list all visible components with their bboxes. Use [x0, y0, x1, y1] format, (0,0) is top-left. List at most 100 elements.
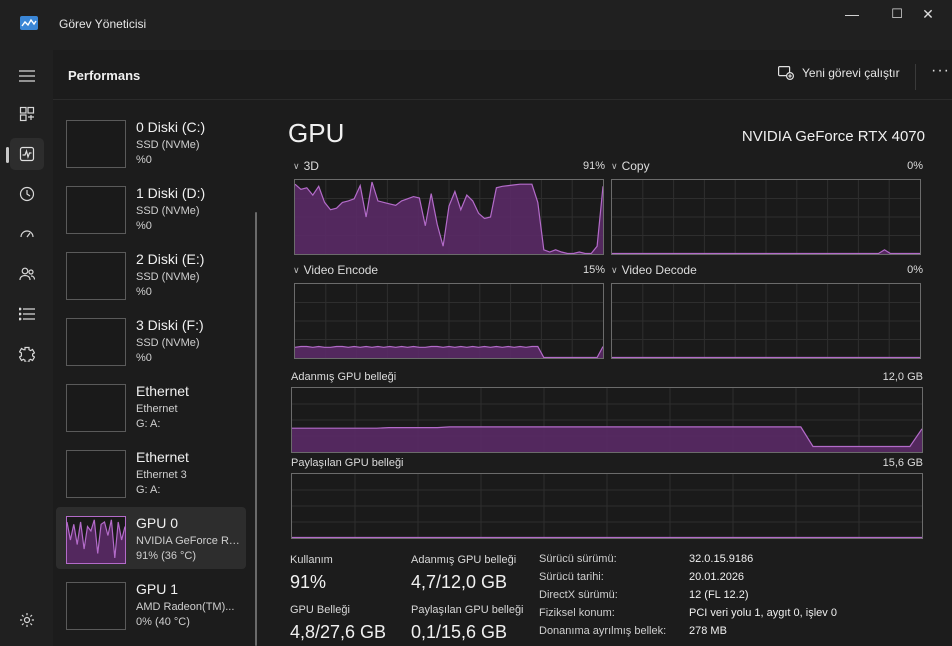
directx-version-label: DirectX sürümü:	[539, 589, 618, 601]
device-subtitle: SSD (NVMe)	[136, 337, 200, 349]
device-subtitle: SSD (NVMe)	[136, 205, 200, 217]
device-item[interactable]: Ethernet Ethernet G: A:	[56, 375, 246, 437]
device-thumbnail	[66, 186, 126, 234]
new-task-icon	[778, 66, 794, 80]
reserved-memory-value: 278 MB	[689, 625, 727, 637]
graph-video-decode-plot	[612, 284, 920, 358]
graph-dedicated-memory-plot	[292, 388, 922, 452]
graph-line	[295, 181, 603, 254]
engine-percent-3d: 91%	[582, 160, 605, 172]
physical-location-value: PCI veri yolu 1, aygıt 0, işlev 0	[689, 607, 837, 619]
device-value: 0% (40 °C)	[136, 616, 190, 628]
device-name: 0 Diski (C:)	[136, 119, 206, 135]
device-item[interactable]: GPU 1 AMD Radeon(TM)... 0% (40 °C)	[56, 573, 246, 635]
close-button[interactable]: ✕	[922, 6, 934, 22]
device-list-scrollbar[interactable]	[255, 212, 257, 646]
device-thumbnail-plot	[67, 519, 125, 563]
device-name: Ethernet	[136, 383, 189, 399]
new-task-button[interactable]: Yeni görevi çalıştır	[778, 66, 900, 80]
shared-stat-value: 0,1/15,6 GB	[411, 622, 508, 642]
details-icon[interactable]	[10, 298, 44, 330]
dedicated-memory-label: Adanmış GPU belleği	[291, 371, 397, 383]
graph-line	[292, 426, 922, 448]
title-bar: Görev Yöneticisi — ☐ ✕	[0, 0, 952, 50]
device-name: 1 Diski (D:)	[136, 185, 206, 201]
chevron-down-icon: ∨	[293, 265, 300, 275]
device-name: 3 Diski (F:)	[136, 317, 204, 333]
device-value: %0	[136, 154, 152, 166]
device-subtitle: Ethernet	[136, 403, 178, 415]
device-subtitle: SSD (NVMe)	[136, 139, 200, 151]
device-thumbnail	[66, 450, 126, 498]
page-title: Performans	[68, 68, 141, 83]
engine-dropdown-copy[interactable]: ∨ Copy	[611, 159, 650, 173]
gpu-heading: GPU	[288, 118, 345, 148]
hamburger-icon[interactable]	[10, 60, 44, 92]
app-title: Görev Yöneticisi	[59, 17, 147, 31]
performance-icon[interactable]	[10, 138, 44, 170]
active-indicator	[6, 147, 9, 163]
engine-label: Video Encode	[303, 263, 379, 277]
device-subtitle: Ethernet 3	[136, 469, 187, 481]
processes-icon[interactable]	[10, 98, 44, 130]
device-item[interactable]: 0 Diski (C:) SSD (NVMe) %0	[56, 111, 246, 173]
device-subtitle: AMD Radeon(TM)...	[136, 601, 235, 613]
more-options-button[interactable]: ···	[931, 62, 950, 79]
device-item[interactable]: GPU 0 NVIDIA GeForce RTX 4070 91% (36 °C)	[56, 507, 246, 569]
graph-line	[612, 249, 920, 254]
engine-percent-copy: 0%	[907, 160, 923, 172]
graph-3d	[294, 179, 604, 255]
chevron-down-icon: ∨	[611, 265, 618, 275]
device-item[interactable]: 2 Diski (E:) SSD (NVMe) %0	[56, 243, 246, 305]
graph-copy	[611, 179, 921, 255]
engine-label: Video Decode	[621, 263, 697, 277]
graph-video-encode	[294, 283, 604, 359]
device-item[interactable]: Ethernet Ethernet 3 G: A:	[56, 441, 246, 503]
header-divider	[915, 64, 916, 90]
engine-percent-video-decode: 0%	[907, 264, 923, 276]
device-name: GPU 0	[136, 515, 179, 531]
device-name: Ethernet	[136, 449, 189, 465]
graph-line	[295, 345, 603, 358]
device-item[interactable]: 1 Diski (D:) SSD (NVMe) %0	[56, 177, 246, 239]
engine-percent-video-encode: 15%	[582, 264, 605, 276]
reserved-memory-label: Donanıma ayrılmış bellek:	[539, 625, 667, 637]
task-manager-icon	[20, 16, 38, 30]
graph-shared-memory-plot	[292, 474, 922, 538]
driver-version-label: Sürücü sürümü:	[539, 553, 617, 565]
utilization-label: Kullanım	[290, 554, 333, 566]
driver-date-label: Sürücü tarihi:	[539, 571, 604, 583]
device-subtitle: SSD (NVMe)	[136, 271, 200, 283]
startup-apps-icon[interactable]	[10, 218, 44, 250]
graph-line	[67, 519, 125, 559]
graph-3d-plot	[295, 180, 603, 254]
device-item[interactable]: 3 Diski (F:) SSD (NVMe) %0	[56, 309, 246, 371]
engine-dropdown-video-encode[interactable]: ∨ Video Encode	[293, 263, 378, 277]
chevron-down-icon: ∨	[611, 161, 618, 171]
maximize-button[interactable]: ☐	[891, 6, 903, 21]
settings-icon[interactable]	[10, 604, 44, 636]
device-value: G: A:	[136, 418, 161, 430]
gpu-memory-label: GPU Belleği	[290, 604, 350, 616]
services-icon[interactable]	[10, 338, 44, 370]
minimize-button[interactable]: —	[845, 6, 859, 22]
device-thumbnail	[66, 582, 126, 630]
device-value: 91% (36 °C)	[136, 550, 197, 562]
dedicated-stat-label: Adanmış GPU belleği	[411, 554, 517, 566]
engine-dropdown-video-decode[interactable]: ∨ Video Decode	[611, 263, 697, 277]
device-value: %0	[136, 352, 152, 364]
graph-dedicated-memory	[291, 387, 923, 453]
device-thumbnail	[66, 516, 126, 564]
app-history-icon[interactable]	[10, 178, 44, 210]
driver-date-value: 20.01.2026	[689, 571, 745, 583]
users-icon[interactable]	[10, 258, 44, 290]
device-subtitle: NVIDIA GeForce RTX 4070	[136, 535, 246, 547]
engine-dropdown-3d[interactable]: ∨ 3D	[293, 159, 319, 173]
device-value: G: A:	[136, 484, 161, 496]
dedicated-memory-max: 12,0 GB	[882, 371, 923, 383]
directx-version-value: 12 (FL 12.2)	[689, 589, 749, 601]
device-thumbnail	[66, 318, 126, 366]
device-thumbnail	[66, 252, 126, 300]
new-task-label: Yeni görevi çalıştır	[802, 66, 900, 80]
graph-video-encode-plot	[295, 284, 603, 358]
